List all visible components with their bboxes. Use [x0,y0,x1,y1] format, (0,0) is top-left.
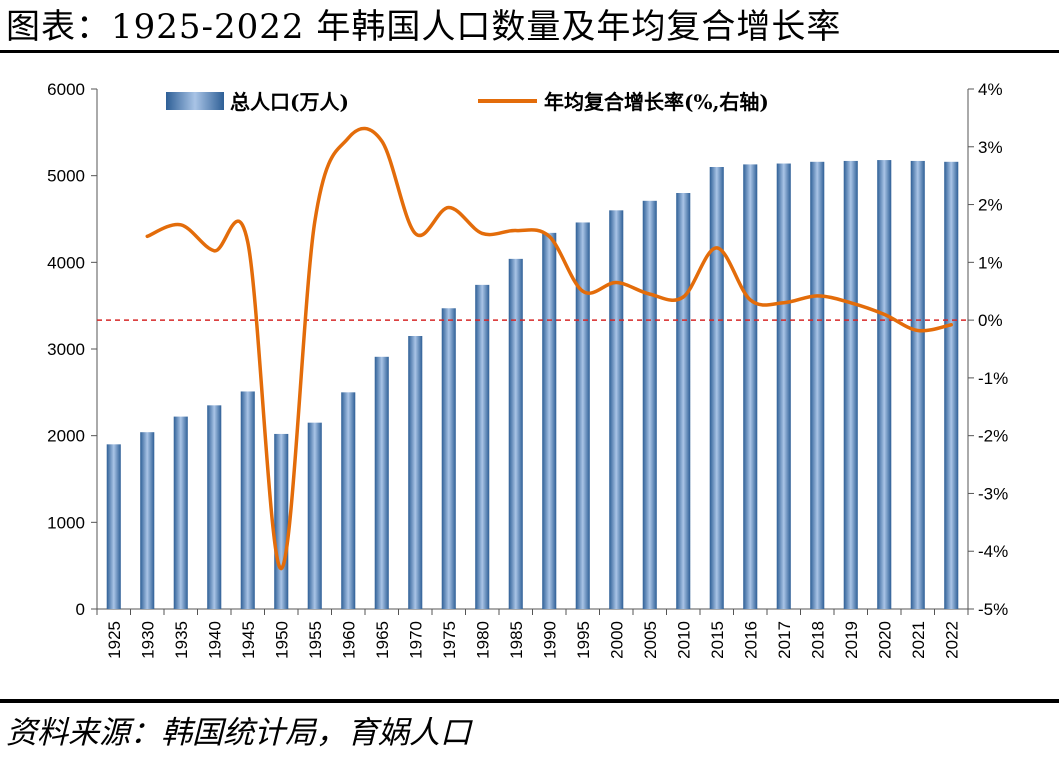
x-tick-label: 1935 [172,621,191,659]
population-bar [642,200,657,610]
x-tick-label: 2017 [775,621,794,659]
x-tick-label: 1975 [440,621,459,659]
right-tick-label: 4% [978,80,1003,99]
left-tick-label: 4000 [47,253,85,272]
right-tick-label: 2% [978,196,1003,215]
left-tick-label: 0 [76,600,85,619]
population-bar [910,160,925,609]
x-tick-label: 2022 [942,621,961,659]
x-tick-label: 1960 [339,621,358,659]
right-tick-label: -3% [978,484,1008,503]
x-tick-label: 1940 [205,621,224,659]
population-bar [810,161,825,610]
left-tick-label: 2000 [47,427,85,446]
x-tick-label: 2019 [842,621,861,659]
population-bar [274,433,289,609]
x-tick-label: 2018 [808,621,827,659]
x-tick-label: 1995 [574,621,593,659]
x-tick-label: 2021 [909,621,928,659]
x-tick-label: 1945 [239,621,258,659]
growth-rate-line [145,126,953,571]
left-tick-label: 3000 [47,340,85,359]
population-bar [609,210,624,610]
population-bar [542,232,557,609]
population-bar [508,258,523,609]
x-tick-label: 1980 [473,621,492,659]
population-bar [106,444,121,609]
population-bar [776,163,791,610]
population-bar [843,160,858,609]
population-bar [475,284,490,609]
x-tick-label: 2010 [674,621,693,659]
legend-bar-swatch [166,92,224,110]
source-rule [0,699,1059,703]
right-tick-label: 1% [978,253,1003,272]
right-tick-label: 0% [978,311,1003,330]
population-bar [341,392,356,609]
population-bar [575,222,590,609]
x-tick-label: 1925 [105,621,124,659]
legend-bar-label: 总人口(万人) [230,90,349,114]
population-bar [676,193,691,609]
population-bar [944,161,959,610]
population-bar [374,356,389,609]
population-bar [173,416,188,609]
x-tick-label: 1955 [306,621,325,659]
x-tick-label: 2000 [607,621,626,659]
x-tick-label: 1950 [272,621,291,659]
x-tick-label: 1930 [138,621,157,659]
population-bar [207,405,222,609]
right-tick-label: 3% [978,138,1003,157]
x-tick-label: 2016 [741,621,760,659]
legend-line-label: 年均复合增长率(%,右轴) [544,90,769,114]
population-bar [408,336,423,609]
x-tick-label: 1965 [373,621,392,659]
right-tick-label: -1% [978,369,1008,388]
right-tick-label: -4% [978,542,1008,561]
population-bar [743,164,758,609]
population-bar [709,167,724,609]
population-bar [140,432,155,609]
x-tick-label: 1970 [406,621,425,659]
source-note: 资料来源：韩国统计局，育娲人口 [6,715,471,751]
left-tick-label: 6000 [47,80,85,99]
chart-area: 0 1000 2000 3000 4000 5000 6000 -5% -4% -3% -2% -1%… [47,80,1008,659]
chart-title: 图表：1925-2022 年韩国人口数量及年均复合增长率 [6,7,842,47]
left-tick-label: 5000 [47,167,85,186]
x-tick-label: 2020 [875,621,894,659]
population-bar [441,308,456,609]
x-tick-label: 1985 [507,621,526,659]
population-bar [240,391,255,609]
left-tick-label: 1000 [47,513,85,532]
population-bar [877,160,892,610]
title-rule [0,50,1059,53]
right-tick-label: -5% [978,600,1008,619]
x-tick-label: 2015 [708,621,727,659]
x-tick-label: 1990 [540,621,559,659]
x-tick-label: 2005 [641,621,660,659]
right-tick-label: -2% [978,427,1008,446]
population-bar [307,422,322,609]
